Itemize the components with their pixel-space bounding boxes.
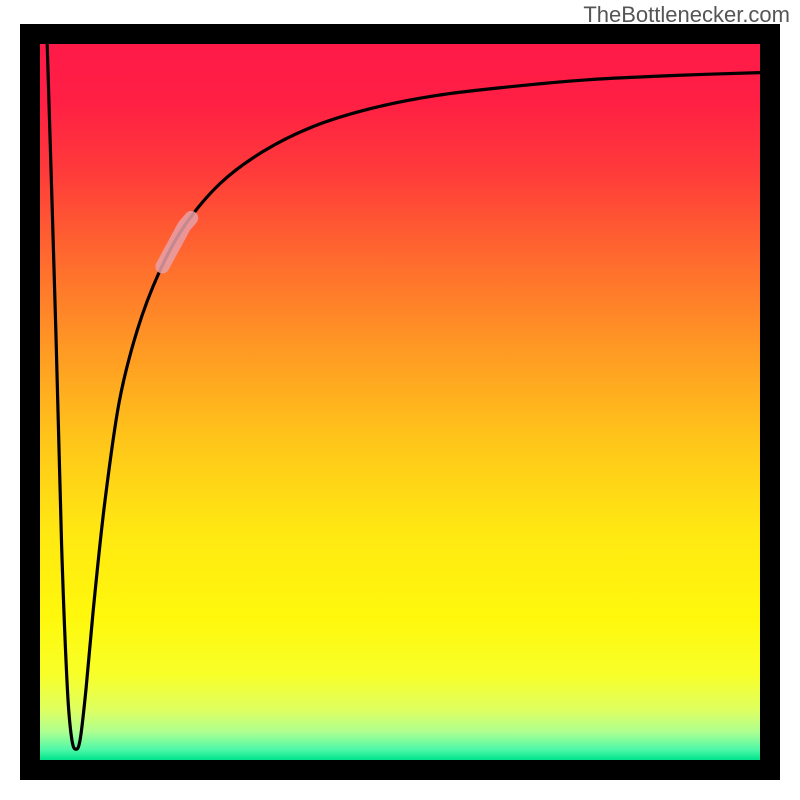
gradient-background [40, 44, 760, 760]
bottleneck-chart [0, 0, 800, 800]
chart-container: TheBottlenecker.com [0, 0, 800, 800]
watermark-text: TheBottlenecker.com [583, 2, 790, 28]
